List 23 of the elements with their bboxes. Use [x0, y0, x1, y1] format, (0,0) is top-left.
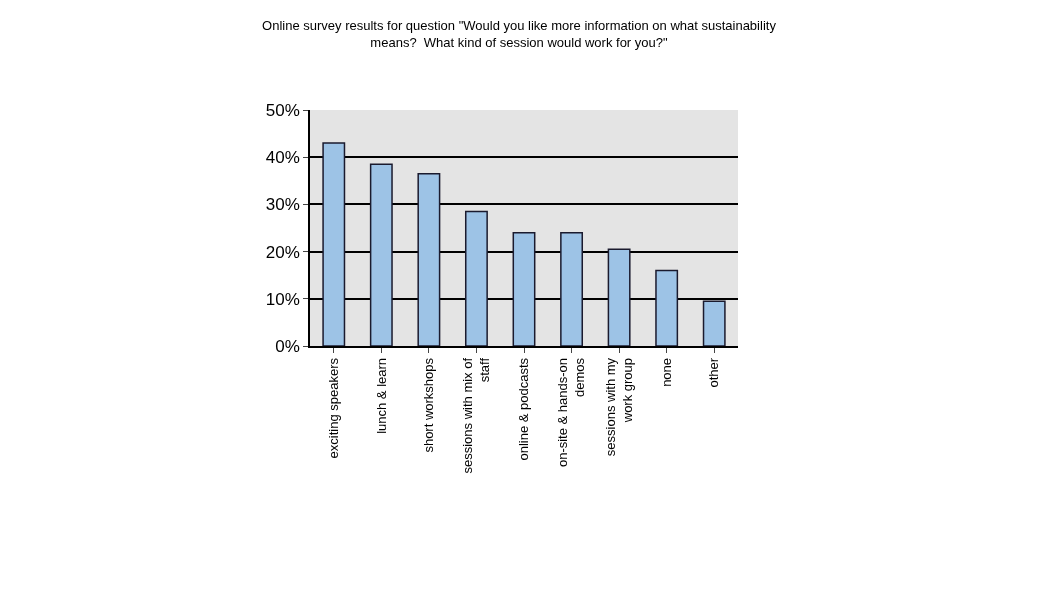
y-tick-label: 0% [275, 336, 300, 356]
bar [369, 163, 393, 346]
x-tick-label: exciting speakers [326, 357, 342, 459]
x-tick-label: sessions with mix of staff [460, 357, 493, 474]
bar [464, 210, 488, 346]
bar [322, 142, 346, 346]
bar [512, 231, 536, 346]
bar [702, 300, 726, 346]
bar [560, 231, 584, 346]
bar [417, 172, 441, 346]
x-tick-label: lunch & learn [373, 357, 389, 434]
x-tick-label: short workshops [421, 357, 437, 453]
y-tick-label: 30% [265, 195, 300, 215]
x-tick-label: none [658, 357, 674, 387]
y-tick-label: 20% [265, 242, 300, 262]
bar [607, 248, 631, 346]
chart-title: Online survey results for question "Would you like more information on what sustainability means? What kind of session would work for you?" [262, 17, 777, 50]
bar [655, 269, 679, 346]
x-tick-label: other [706, 357, 722, 388]
y-tick-label: 40% [265, 148, 300, 168]
y-tick-label: 10% [265, 289, 300, 309]
x-tick-label: online & podcasts [516, 357, 532, 461]
y-tick-label: 50% [265, 100, 300, 120]
